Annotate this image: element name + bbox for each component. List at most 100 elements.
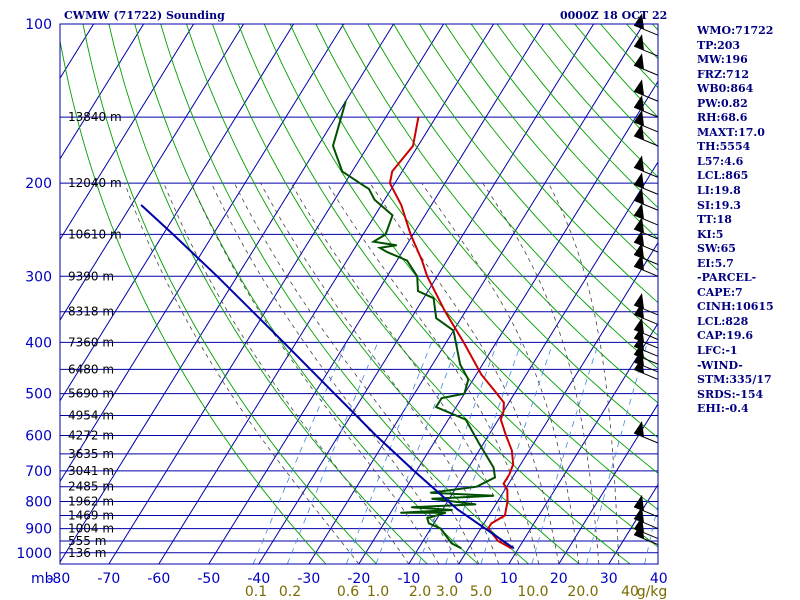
temperature-point bbox=[421, 259, 423, 262]
temperature-point bbox=[506, 500, 509, 503]
temperature-point bbox=[512, 463, 514, 465]
mixing-ratio-tick-label: 3.0 bbox=[436, 584, 458, 600]
index-value: MW:196 bbox=[697, 53, 748, 67]
wind-barb-shaft bbox=[633, 345, 659, 357]
temperature-point bbox=[500, 419, 502, 421]
pressure-tick-label: 900 bbox=[25, 522, 52, 538]
temperature-tick-label: -40 bbox=[247, 571, 270, 587]
wind-barb-pennant bbox=[634, 421, 644, 437]
parcel-point bbox=[333, 393, 335, 395]
height-label: 3041 m bbox=[68, 464, 114, 478]
temperature-point bbox=[497, 540, 499, 542]
mixing-ratio-tick-label: 2.0 bbox=[409, 584, 431, 600]
wind-barb-pennant bbox=[634, 293, 644, 309]
wind-barb bbox=[633, 293, 659, 316]
wind-barb-shaft bbox=[633, 228, 659, 240]
dewpoint-point bbox=[368, 188, 370, 190]
dewpoint-point bbox=[465, 419, 467, 421]
dry-adiabat bbox=[419, 24, 658, 304]
parcel-point bbox=[172, 233, 174, 235]
isotherm-line bbox=[60, 24, 245, 322]
height-label: 3635 m bbox=[68, 447, 114, 461]
moist-adiabat bbox=[548, 183, 620, 564]
dewpoint-point bbox=[426, 517, 428, 519]
dry-adiabat bbox=[211, 24, 631, 564]
temperature-point bbox=[400, 204, 402, 206]
index-value: L57:4.6 bbox=[697, 154, 744, 168]
temperature-tick-label: 10 bbox=[500, 571, 518, 587]
mixing-ratio-tick-label: 0.6 bbox=[337, 584, 359, 600]
dewpoint-point bbox=[431, 498, 433, 500]
temperature-point bbox=[487, 528, 489, 530]
chart-datetime: 0000Z 18 OCT 22 bbox=[560, 9, 667, 22]
dewpoint-point bbox=[493, 467, 495, 469]
wind-barb bbox=[633, 53, 659, 76]
temperature-tick-label: -80 bbox=[47, 571, 70, 587]
wind-barb bbox=[633, 317, 659, 340]
wind-barb-pennant bbox=[634, 494, 644, 511]
wind-barb-shaft bbox=[633, 361, 659, 373]
wind-barb bbox=[633, 254, 659, 277]
isotherm-line bbox=[458, 241, 658, 564]
temperature-tick-label: -50 bbox=[197, 571, 220, 587]
wind-barb bbox=[633, 34, 659, 57]
dewpoint-point bbox=[400, 512, 402, 514]
index-value: CAPE:7 bbox=[697, 285, 743, 299]
isotherm-line bbox=[308, 24, 645, 564]
dewpoint-point bbox=[460, 547, 462, 549]
temperature-point bbox=[503, 483, 505, 485]
pressure-unit-label: mb bbox=[31, 571, 54, 587]
profile-series bbox=[140, 100, 515, 550]
stability-indices-panel: WMO:71722 TP:203 MW:196 FRZ:712 WB0:864 PW:0.… bbox=[697, 24, 800, 417]
temperature-tick-label: -70 bbox=[97, 571, 120, 587]
temperature-point bbox=[412, 145, 414, 147]
dry-adiabat bbox=[60, 38, 327, 564]
isotherm-line bbox=[158, 24, 495, 564]
wind-barb bbox=[633, 155, 659, 178]
wind-barb-shaft bbox=[633, 329, 659, 340]
index-value: SW:65 bbox=[697, 242, 736, 256]
wind-barb-pennant bbox=[634, 95, 644, 112]
isotherm-line bbox=[60, 24, 195, 241]
wind-barb-pennant bbox=[634, 188, 644, 205]
wind-barb bbox=[633, 172, 659, 195]
temperature-tick-label: -60 bbox=[147, 571, 170, 587]
wind-barb bbox=[633, 123, 659, 147]
mixing-ratio-line bbox=[375, 342, 459, 564]
mixing-ratio-tick-label: g/kg bbox=[637, 584, 668, 600]
mixing-ratio-line bbox=[345, 342, 432, 564]
height-label: 1004 m bbox=[68, 522, 114, 536]
index-value: CINH:10615 bbox=[697, 300, 774, 314]
height-label: 1469 m bbox=[68, 509, 114, 523]
temperature-tick-label: 0 bbox=[454, 571, 463, 587]
moist-adiabat bbox=[421, 182, 580, 564]
wind-barb-shaft bbox=[633, 528, 659, 540]
height-label: 8318 m bbox=[68, 305, 114, 319]
dry-adiabat bbox=[263, 24, 658, 511]
dewpoint-point bbox=[451, 542, 453, 545]
wind-barb-shaft bbox=[633, 265, 659, 277]
temperature-point bbox=[490, 522, 492, 525]
temperature-point bbox=[505, 434, 507, 437]
index-value: FRZ:712 bbox=[697, 67, 750, 81]
wind-barb-pennant bbox=[634, 109, 644, 126]
wind-barb bbox=[633, 95, 659, 118]
height-label: 5690 m bbox=[68, 387, 114, 401]
moist-adiabat bbox=[482, 182, 600, 564]
mixing-ratio-tick-label: 20.0 bbox=[567, 584, 598, 600]
index-value: LI:19.8 bbox=[697, 184, 741, 198]
temperature-point bbox=[463, 341, 465, 343]
height-label: 2485 m bbox=[68, 480, 114, 494]
mixing-ratio-line bbox=[586, 342, 648, 564]
pressure-tick-label: 300 bbox=[25, 269, 52, 285]
wind-barb-shaft bbox=[633, 64, 659, 76]
isotherm-line bbox=[358, 80, 658, 564]
dewpoint-point bbox=[459, 363, 461, 365]
dewpoint-point bbox=[451, 509, 453, 511]
temperature-point bbox=[504, 514, 506, 517]
wind-barb-pennant bbox=[634, 506, 644, 523]
wind-barb bbox=[633, 188, 659, 211]
wind-barb bbox=[633, 79, 659, 102]
index-value: TT:18 bbox=[697, 213, 732, 227]
index-value: EHI:-0.4 bbox=[697, 402, 749, 416]
